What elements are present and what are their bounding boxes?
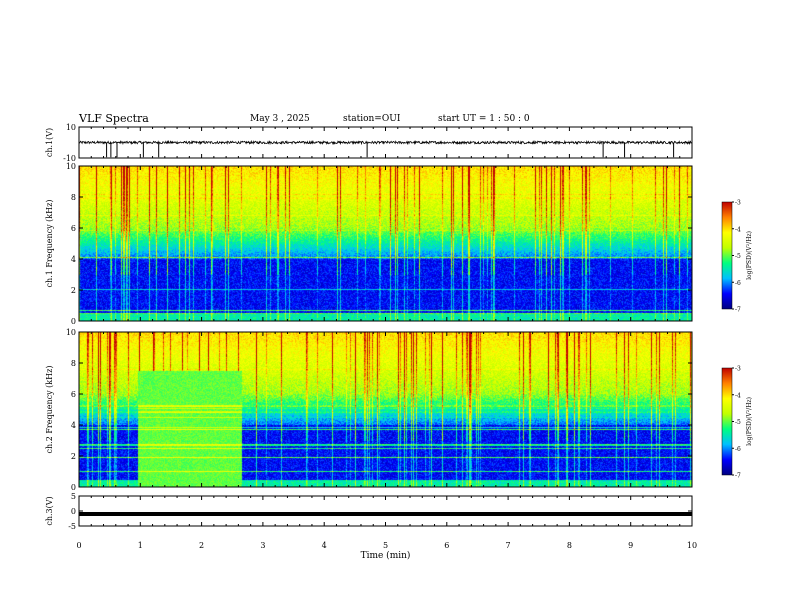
y-axis-label: ch.3(V)	[45, 496, 54, 525]
ch1-spectrogram-image	[79, 166, 692, 321]
ytick-label: 4	[71, 421, 76, 430]
xtick-label: 7	[506, 541, 511, 550]
ytick-label: 10	[66, 328, 76, 337]
ytick-label: 2	[71, 452, 76, 461]
xtick-label: 2	[199, 541, 204, 550]
xtick-label: 10	[687, 541, 697, 550]
y-axis-label: ch.1 Frequency (kHz)	[45, 200, 54, 288]
xtick-label: 4	[322, 541, 327, 550]
ytick-label: 4	[71, 255, 76, 264]
xtick-label: 6	[444, 541, 449, 550]
colorbar-label: log(PSD)(V²/Hz)	[746, 397, 753, 446]
ch1-trace	[78, 139, 693, 146]
y-axis-label: ch.2 Frequency (kHz)	[45, 366, 54, 454]
ch1-waveform-panel: 10 -10 ch.1(V)	[45, 123, 693, 163]
colorbar-tick-label: -7	[735, 473, 741, 480]
ch1-spectrogram-panel: 0 2 4 6 8 10 ch.1 Frequency (kHz)	[45, 162, 693, 326]
ch2-colorbar: -3 -4 -5 -6 -7 log(PSD)(V²/Hz)	[721, 366, 753, 480]
ytick-label: 6	[71, 390, 76, 399]
xtick-label: 5	[383, 541, 388, 550]
ch1-colorbar: -3 -4 -5 -6 -7 log(PSD)(V²/Hz)	[721, 200, 753, 314]
ytick-label: 2	[71, 286, 76, 295]
colorbar-tick-label: -3	[735, 366, 741, 373]
ytick-label: 8	[71, 359, 76, 368]
ytick-label: 0	[71, 483, 76, 492]
xtick-label: 3	[260, 541, 265, 550]
colorbar-bar	[721, 367, 733, 476]
time-axis: 0 1 2 3 4 5 6 7 8 9 10 Time (min)	[76, 541, 697, 561]
ytick-label: 6	[71, 224, 76, 233]
colorbar-bar	[721, 201, 733, 310]
colorbar-tick-label: -7	[735, 307, 741, 314]
ytick-label: 10	[66, 162, 76, 171]
xtick-label: 9	[628, 541, 633, 550]
ytick-label: -10	[63, 154, 76, 163]
x-axis-label: Time (min)	[361, 550, 411, 561]
colorbar-tick-label: -6	[735, 280, 741, 287]
y-axis-label: ch.1(V)	[45, 128, 54, 157]
colorbar-tick-label: -4	[735, 226, 741, 233]
colorbar-tick-label: -6	[735, 446, 741, 453]
xtick-label: 0	[76, 541, 81, 550]
ytick-label: 8	[71, 193, 76, 202]
ytick-label: 0	[71, 507, 76, 516]
ch3-waveform-frame	[78, 495, 693, 527]
xtick-label: 1	[138, 541, 143, 550]
colorbar-tick-label: -5	[735, 253, 741, 260]
date-label: May 3 , 2025	[250, 114, 310, 124]
ytick-label: 10	[66, 123, 76, 132]
ch2-spectrogram-image	[79, 332, 692, 487]
colorbar-tick-label: -5	[735, 419, 741, 426]
station-label: station=OUI	[343, 114, 401, 124]
start-time-label: start UT = 1 : 50 : 0	[438, 114, 530, 124]
ytick-label: 5	[71, 492, 76, 501]
colorbar-tick-label: -3	[735, 200, 741, 207]
colorbar-tick-label: -4	[735, 392, 741, 399]
ch2-spectrogram-panel: 0 2 4 6 8 10 ch.2 Frequency (kHz)	[45, 328, 693, 492]
colorbar-label: log(PSD)(V²/Hz)	[746, 231, 753, 280]
xtick-label: 8	[567, 541, 572, 550]
figure-title: VLF Spectra	[79, 112, 149, 125]
ytick-label: 0	[71, 317, 76, 326]
ytick-label: -5	[68, 522, 76, 531]
ch3-waveform-panel: 5 0 -5 ch.3(V)	[45, 492, 693, 531]
